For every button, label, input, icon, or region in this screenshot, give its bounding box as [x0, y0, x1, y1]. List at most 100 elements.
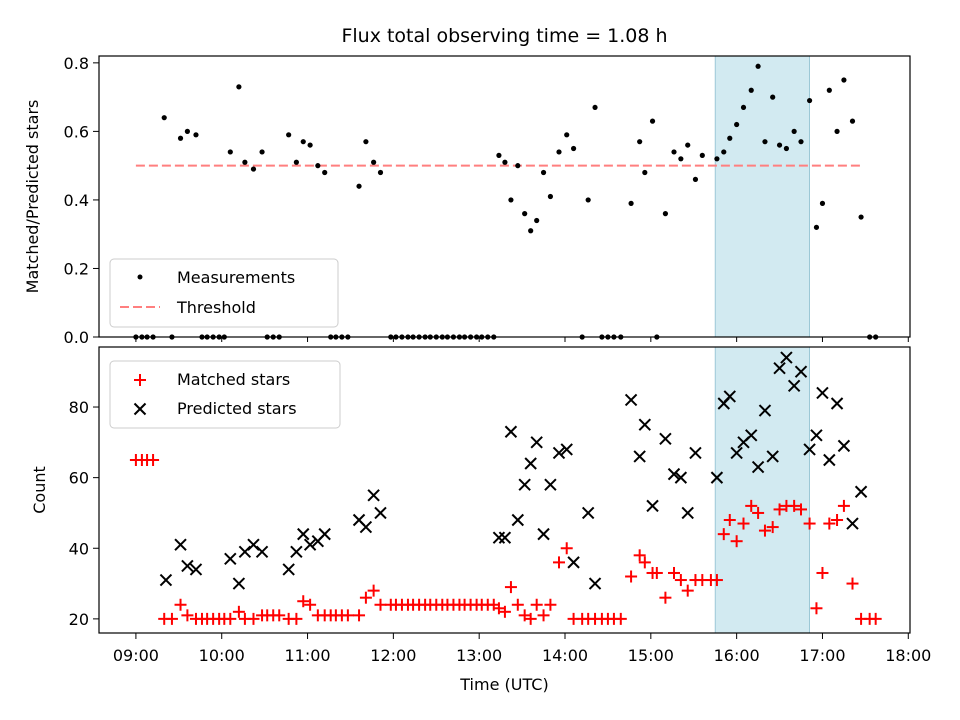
matched-star-point [147, 453, 160, 466]
measurement-point [363, 139, 369, 145]
predicted-star-point [537, 527, 550, 541]
predicted-star-point [159, 573, 173, 587]
predicted-star-point [830, 397, 844, 410]
predicted-star-point [646, 499, 659, 513]
matched-star-point [224, 612, 237, 625]
matched-star-point [504, 581, 517, 594]
matched-star-point [359, 591, 372, 604]
matched-star-point [511, 598, 524, 611]
predicted-star-point [567, 556, 580, 569]
legend-cross-marker [133, 402, 147, 416]
predicted-star-point [181, 559, 194, 573]
y-axis-ticks: 20 40 60 80 [69, 398, 99, 629]
y-tick-label: 0.6 [64, 122, 89, 141]
matched-star-point [766, 521, 779, 534]
matched-star-point [537, 609, 550, 622]
matched-star-point [674, 574, 687, 587]
predicted-star-point [810, 429, 823, 442]
predicted-star-point [854, 485, 868, 498]
matched-star-point [552, 556, 565, 569]
matched-star-point [625, 570, 638, 583]
measurement-point [628, 200, 634, 206]
predicted-star-point [318, 527, 331, 541]
predicted-star-point [297, 527, 310, 541]
predicted-star-point [552, 446, 566, 460]
matched-star-point [745, 499, 758, 512]
predicted-star-point [745, 429, 758, 442]
x-tick-label: 12:00 [370, 646, 416, 665]
predicted-star-point [803, 443, 816, 456]
predicted-star-point [581, 506, 595, 520]
matched-star-point [524, 612, 537, 625]
measurement-point [798, 139, 804, 145]
predicted-star-point [174, 538, 187, 551]
measurement-point [522, 211, 528, 217]
measurement-point [184, 128, 190, 134]
predicted-star-point [255, 545, 269, 558]
x-axis-ticks [135, 337, 909, 342]
measurement-point [540, 169, 547, 176]
predicted-star-point [524, 457, 537, 470]
legend-cross [133, 402, 147, 416]
y-axis-label: Matched/Predicted stars [23, 100, 42, 294]
y-axis-ticks: 0.0 0.2 0.4 0.6 0.8 [64, 54, 99, 347]
measurement-point [834, 128, 840, 134]
matched-star-point [710, 574, 723, 587]
measurement-point [770, 94, 776, 100]
matched-star-point [773, 503, 786, 516]
measurement-point [721, 149, 727, 155]
measurement-point [748, 87, 754, 93]
matched-star-point [374, 598, 387, 611]
predicted-star-point [290, 545, 303, 558]
predicted-star-point [751, 460, 765, 474]
measurement-point [714, 156, 720, 162]
measurement-point [177, 135, 184, 141]
predicted-star-point [816, 386, 829, 400]
x-tick-label: 17:00 [799, 646, 845, 665]
measurement-point [322, 169, 328, 176]
predicted-star-point [723, 390, 736, 403]
x-tick-label: 16:00 [714, 646, 760, 665]
measurement-point [776, 142, 783, 148]
legend-entry-threshold: Threshold [176, 298, 256, 317]
measurement-point [547, 193, 554, 200]
matched-star-point [614, 612, 627, 625]
predicted-star-point [674, 471, 688, 484]
measurement-point [570, 145, 577, 152]
matched-star-point [831, 514, 844, 527]
predicted-star-point [588, 577, 602, 590]
matched-star-point [752, 506, 765, 519]
measurement-point [564, 132, 570, 138]
matched-star-point [638, 556, 651, 569]
predicted-star-point [238, 545, 252, 558]
legend: Matched stars Predicted stars [109, 360, 341, 429]
matched-stars-points [129, 453, 882, 625]
measurement-point [685, 142, 691, 148]
chart-title: Flux total observing time = 1.08 h [341, 25, 667, 47]
predicted-star-point [710, 471, 724, 484]
measurement-point [307, 142, 313, 148]
measurement-point [585, 197, 591, 203]
predicted-star-point [766, 450, 779, 463]
legend-dot-marker [137, 274, 143, 280]
predicted-star-point [282, 563, 295, 576]
measurement-point [592, 104, 598, 111]
predicted-star-point [367, 489, 380, 502]
predicted-star-point [667, 467, 681, 481]
legend: Measurements Threshold [109, 258, 339, 328]
matched-star-point [816, 566, 829, 579]
measurement-point [242, 159, 248, 165]
matched-star-point [723, 514, 736, 527]
predicted-star-point [511, 513, 525, 527]
measurement-point [806, 97, 813, 104]
measurement-point [502, 159, 508, 165]
y-tick-label: 20 [69, 610, 89, 629]
measurement-point [826, 87, 832, 93]
x-tick-label: 09:00 [113, 646, 159, 665]
measurement-point [356, 183, 362, 189]
matched-star-point [846, 577, 859, 590]
x-tick-label: 11:00 [284, 646, 330, 665]
matched-star-point [530, 598, 543, 611]
matched-star-point [823, 517, 836, 530]
